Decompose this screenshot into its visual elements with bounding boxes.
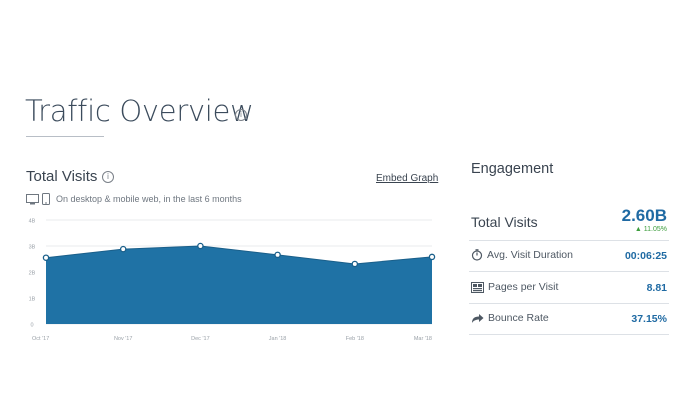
chart-subtitle: On desktop & mobile web, in the last 6 m…	[26, 192, 242, 206]
page-title: Traffic Overview	[25, 94, 254, 128]
mobile-icon	[42, 193, 50, 205]
info-icon[interactable]: i	[102, 171, 114, 183]
bounce-rate-label: Bounce Rate	[471, 312, 549, 324]
data-point	[351, 260, 359, 268]
avg-visit-duration-value: 00:06:25	[624, 250, 667, 262]
stopwatch-icon	[471, 249, 483, 261]
data-point	[274, 251, 281, 259]
x-tick-label: Mar '18	[414, 336, 432, 342]
total-visits-change-value: 11.05%	[643, 226, 667, 233]
data-point	[428, 253, 436, 261]
y-tick-label: 2B	[29, 271, 36, 277]
pages-icon	[471, 281, 484, 293]
pages-per-visit-text: Pages per Visit	[488, 281, 559, 293]
embed-graph-link[interactable]: Embed Graph	[376, 173, 439, 184]
avg-visit-duration-row: Avg. Visit Duration 00:06:25	[469, 240, 669, 272]
info-icon[interactable]: i	[235, 109, 247, 121]
y-tick-label: 0	[30, 323, 33, 329]
bounce-rate-value: 37.15%	[631, 313, 667, 325]
series-line	[45, 245, 433, 265]
share-arrow-icon	[472, 313, 484, 323]
total-visits-title: Total Visits	[26, 168, 98, 185]
avg-visit-duration-label: Avg. Visit Duration	[471, 249, 573, 261]
bounce-rate-text: Bounce Rate	[488, 312, 549, 324]
y-tick-label: 4B	[29, 219, 36, 225]
total-visits-metric-row: Total Visits 2.60B ▲ 11.05%	[469, 198, 669, 241]
x-tick-label: Nov '17	[114, 336, 132, 342]
total-visits-metric-value: 2.60B	[621, 206, 667, 225]
x-tick-label: Dec '17	[191, 336, 209, 342]
x-tick-label: Oct '17	[32, 336, 49, 342]
data-point	[42, 254, 50, 261]
bounce-rate-row: Bounce Rate 37.15%	[469, 303, 669, 335]
pages-per-visit-row: Pages per Visit 8.81	[469, 271, 669, 304]
data-point	[197, 242, 204, 250]
pages-per-visit-label: Pages per Visit	[471, 281, 558, 293]
y-tick-label: 1B	[29, 297, 36, 303]
desktop-icon	[26, 193, 39, 204]
title-underline	[26, 136, 104, 137]
x-tick-label: Jan '18	[269, 336, 287, 342]
avg-visit-duration-text: Avg. Visit Duration	[487, 249, 573, 261]
data-point	[119, 245, 127, 253]
total-visits-change: ▲ 11.05%	[635, 226, 667, 233]
total-visits-metric-label: Total Visits	[471, 214, 538, 230]
x-tick-label: Feb '18	[346, 336, 364, 342]
engagement-title: Engagement	[471, 161, 554, 177]
y-tick-label: 3B	[29, 245, 36, 251]
area-series	[46, 246, 432, 324]
total-visits-chart: 4B 3B 2B 1B 0 Oct '17 Nov '17 Dec '17 Jan '18 Feb…	[29, 219, 436, 342]
up-arrow-icon: ▲	[634, 226, 642, 233]
pages-per-visit-value: 8.81	[646, 282, 667, 294]
chart-subtitle-text: On desktop & mobile web, in the last 6 m…	[56, 194, 242, 204]
